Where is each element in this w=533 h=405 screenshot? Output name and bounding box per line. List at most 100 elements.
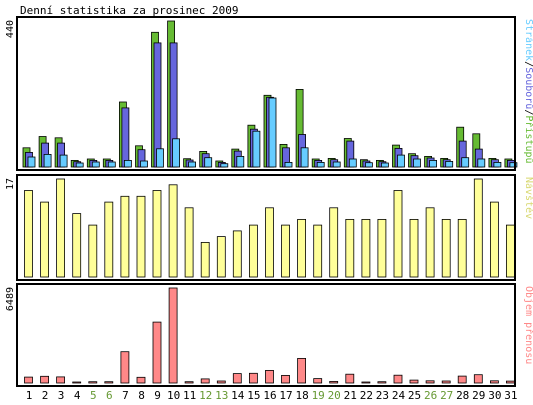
bar-str-nek-23 [380,162,389,168]
bar-str-nek-16 [268,97,277,168]
bar-str-nek-15 [252,130,261,168]
bar-n-v-t-v-26 [425,207,435,278]
bar-str-nek-6 [107,161,116,168]
bar-objem-p-enosu-28 [457,375,467,384]
x-tick-label: 10 [167,389,180,402]
bar-str-nek-24 [397,154,405,168]
x-tick-label: 2 [42,389,49,402]
bar-n-v-t-v-4 [72,213,82,278]
bar-n-v-t-v-9 [152,190,162,278]
bar-n-v-t-v-20 [329,207,339,278]
bar-objem-p-enosu-8 [136,376,146,384]
legend-entry: Stránek [523,19,533,61]
y-max-label: 17 [5,178,16,190]
legend-separator: / [523,61,533,67]
bar-n-v-t-v-21 [345,218,355,278]
bar-str-nek-13 [220,163,229,168]
bar-n-v-t-v-10 [168,184,178,278]
bar-objem-p-enosu-15 [248,372,258,384]
bar-str-nek-9 [156,148,164,168]
x-tick-label: 28 [456,389,469,402]
bar-n-v-t-v-24 [393,190,403,278]
bar-n-v-t-v-14 [232,230,242,278]
bar-n-v-t-v-1 [24,190,33,278]
x-tick-label: 3 [58,389,65,402]
bar-objem-p-enosu-22 [361,381,371,384]
bar-objem-p-enosu-27 [441,380,451,384]
x-tick-label: 9 [154,389,161,402]
bar-n-v-t-v-29 [473,178,483,278]
x-tick-label: 16 [263,389,276,402]
x-tick-label: 17 [279,389,292,402]
bar-str-nek-7 [124,159,132,168]
bar-str-nek-25 [413,158,421,168]
bar-objem-p-enosu-3 [56,376,65,384]
bar-objem-p-enosu-24 [393,374,403,384]
bar-n-v-t-v-22 [361,218,371,278]
bar-str-nek-27 [445,160,454,168]
x-tick-label: 20 [328,389,341,402]
bar-n-v-t-v-6 [104,201,114,278]
bar-objem-p-enosu-17 [281,374,290,384]
legend-entry: Objem přenosu [523,286,533,364]
bar-str-nek-8 [140,160,148,168]
bar-objem-p-enosu-6 [104,381,114,384]
x-tick-label: 13 [215,389,228,402]
bar-n-v-t-v-3 [56,178,65,278]
x-tick-label: 21 [344,389,357,402]
x-tick-label: 26 [424,389,437,402]
bar-objem-p-enosu-30 [489,380,499,384]
chart-title: Denní statistika za prosinec 2009 [20,4,239,17]
x-tick-label: 25 [408,389,421,402]
bar-str-nek-19 [316,161,325,168]
bar-n-v-t-v-25 [409,218,419,278]
legend-label: Návštěv [523,177,533,219]
bar-soubor--7 [121,107,130,168]
bar-objem-p-enosu-20 [329,380,339,384]
bar-str-nek-14 [236,155,245,168]
bar-objem-p-enosu-21 [345,373,355,384]
bar-soubor--9 [153,42,162,168]
bar-n-v-t-v-23 [377,218,387,278]
x-tick-label: 11 [183,389,196,402]
x-tick-label: 7 [122,389,129,402]
x-tick-label: 24 [392,389,406,402]
x-tick-label: 22 [360,389,373,402]
bar-n-v-t-v-30 [489,201,499,278]
bar-objem-p-enosu-9 [152,321,162,384]
bar-objem-p-enosu-11 [184,381,194,384]
panel-frame [16,283,516,387]
x-tick-label: 8 [138,389,145,402]
bar-str-nek-4 [75,162,84,168]
bar-str-nek-10 [172,138,181,168]
bar-str-nek-17 [284,161,293,168]
bar-n-v-t-v-16 [265,207,274,278]
y-max-label: 6489 [5,287,16,311]
x-tick-label: 31 [504,389,517,402]
bar-objem-p-enosu-29 [473,374,483,384]
bar-str-nek-29 [477,158,486,168]
bar-n-v-t-v-13 [216,236,226,278]
bar-n-v-t-v-15 [248,224,258,278]
x-tick-label: 14 [231,389,245,402]
bar-objem-p-enosu-31 [505,380,515,384]
x-tick-label: 18 [295,389,308,402]
bar-n-v-t-v-27 [441,218,451,278]
bar-n-v-t-v-19 [313,224,323,278]
bar-objem-p-enosu-5 [88,381,98,384]
bar-n-v-t-v-11 [184,207,194,278]
x-tick-label: 23 [376,389,389,402]
bar-n-v-t-v-31 [505,224,515,278]
bar-n-v-t-v-17 [281,224,290,278]
legend-entry: Návštěv [523,177,533,219]
panel-frame [16,16,516,171]
bar-objem-p-enosu-12 [200,378,210,384]
x-tick-label: 27 [440,389,453,402]
bar-objem-p-enosu-7 [120,351,130,384]
bar-n-v-t-v-5 [88,224,98,278]
bar-objem-p-enosu-25 [409,379,419,384]
bar-n-v-t-v-28 [457,218,467,278]
bar-objem-p-enosu-10 [168,287,178,384]
legend-entry: Přístupů [523,115,533,163]
